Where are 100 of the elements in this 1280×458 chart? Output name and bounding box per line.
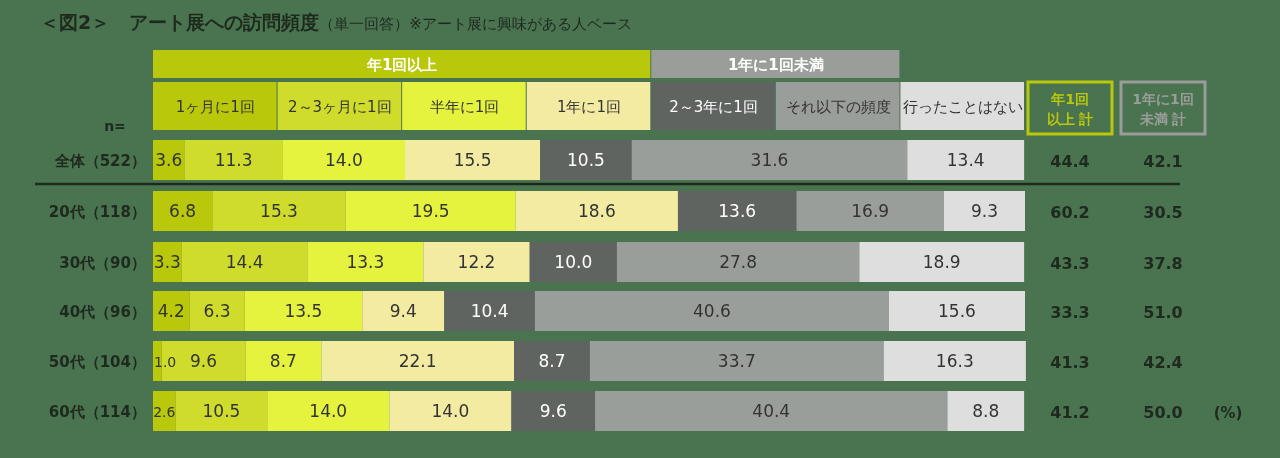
bar	[245, 341, 322, 381]
data-label: 10.0	[554, 252, 593, 272]
text: 41.2	[1050, 403, 1090, 422]
bar	[589, 341, 884, 381]
data-label: 9.6	[539, 401, 567, 421]
bar	[153, 391, 176, 431]
series-label: 1ヶ月に1回	[175, 98, 255, 116]
data-label: 12.2	[457, 252, 496, 272]
data-label: 15.3	[260, 201, 298, 221]
text: 51.0	[1143, 303, 1183, 322]
text: 42.4	[1143, 353, 1183, 372]
series-label: 2～3ヶ月に1回	[288, 98, 392, 116]
y-tick-label: 50代（104）	[48, 353, 146, 371]
bar	[184, 140, 283, 180]
text: 33.3	[1050, 303, 1090, 322]
bar	[181, 242, 308, 282]
text: 44.4	[1050, 152, 1090, 171]
data-label: 15.5	[453, 150, 492, 170]
text: 30.5	[1143, 203, 1183, 222]
bar	[153, 191, 213, 231]
data-label: 9.4	[389, 301, 417, 321]
data-label: 15.6	[938, 301, 976, 321]
y-tick-label: 40代（96）	[59, 303, 146, 321]
data-label: 8.7	[538, 351, 566, 371]
data-label: 31.6	[750, 150, 789, 170]
data-label: 13.4	[946, 150, 985, 170]
series-label: それ以下の頻度	[785, 98, 891, 116]
text: 以上 計	[1046, 111, 1094, 127]
bar	[677, 191, 797, 231]
chart-title: ＜図2＞ アート展への訪問頻度	[40, 11, 320, 33]
text: 1年に1回	[1132, 91, 1194, 107]
data-label: 9.3	[970, 201, 998, 221]
bar	[267, 391, 390, 431]
data-label: 16.9	[851, 201, 890, 221]
text: 半年に1回	[429, 98, 500, 116]
data-label: 2.6	[153, 404, 176, 420]
bar	[282, 140, 406, 180]
text: 42.1	[1143, 152, 1183, 171]
data-label: 40.6	[693, 301, 731, 321]
bar	[616, 242, 860, 282]
bar	[514, 341, 590, 381]
bar	[189, 291, 245, 331]
bar	[534, 291, 889, 331]
bar	[405, 140, 541, 180]
data-label: 16.3	[935, 351, 974, 371]
data-label: 18.9	[922, 252, 961, 272]
data-label: 10.5	[567, 150, 605, 170]
data-label: 33.7	[717, 351, 756, 371]
data-label: 27.8	[719, 252, 758, 272]
bar	[362, 291, 445, 331]
series-label: 1年に1回	[556, 98, 622, 116]
bar	[321, 341, 515, 381]
bar	[888, 291, 1025, 331]
data-label: 10.4	[470, 301, 509, 321]
text: 50.0	[1143, 403, 1183, 422]
bar	[444, 291, 535, 331]
y-tick-label: 60代（114）	[48, 403, 146, 421]
bar	[859, 242, 1025, 282]
text: 60.2	[1050, 203, 1090, 222]
text: 年1回以上	[365, 56, 438, 74]
data-label: 3.3	[153, 252, 181, 272]
text: n=	[104, 118, 126, 134]
text: 2～3年に1回	[669, 98, 758, 116]
data-label: 8.7	[269, 351, 297, 371]
data-label: 4.2	[157, 301, 185, 321]
data-label: 14.0	[431, 401, 470, 421]
bar	[631, 140, 908, 180]
data-label: 9.6	[190, 351, 218, 371]
bar	[515, 191, 678, 231]
data-label: 13.3	[346, 252, 385, 272]
bar	[796, 191, 944, 231]
data-label: 14.4	[225, 252, 264, 272]
bar	[423, 242, 530, 282]
data-label: 6.8	[169, 201, 197, 221]
series-label: 行ったことはない	[902, 98, 1023, 116]
data-label: 14.0	[309, 401, 348, 421]
text: 未満 計	[1138, 111, 1187, 127]
data-label: 6.3	[203, 301, 231, 321]
data-label: 18.6	[577, 201, 616, 221]
bar	[244, 291, 363, 331]
bar	[883, 341, 1026, 381]
bar	[307, 242, 424, 282]
bar	[907, 140, 1025, 180]
bar	[175, 391, 268, 431]
bar	[345, 191, 516, 231]
bar	[389, 391, 512, 431]
bar	[540, 140, 632, 180]
text: 37.8	[1143, 254, 1183, 273]
data-label: 13.6	[718, 201, 757, 221]
data-label: 8.8	[972, 401, 1000, 421]
bar	[212, 191, 346, 231]
data-label: 40.4	[752, 401, 791, 421]
text: 年1回	[1050, 91, 1089, 107]
bar	[153, 291, 190, 331]
text: (%)	[1213, 404, 1243, 422]
text: 41.3	[1050, 353, 1090, 372]
data-label: 14.0	[325, 150, 363, 170]
y-tick-label: 全体（522）	[53, 152, 146, 170]
bar	[943, 191, 1025, 231]
bar	[511, 391, 596, 431]
